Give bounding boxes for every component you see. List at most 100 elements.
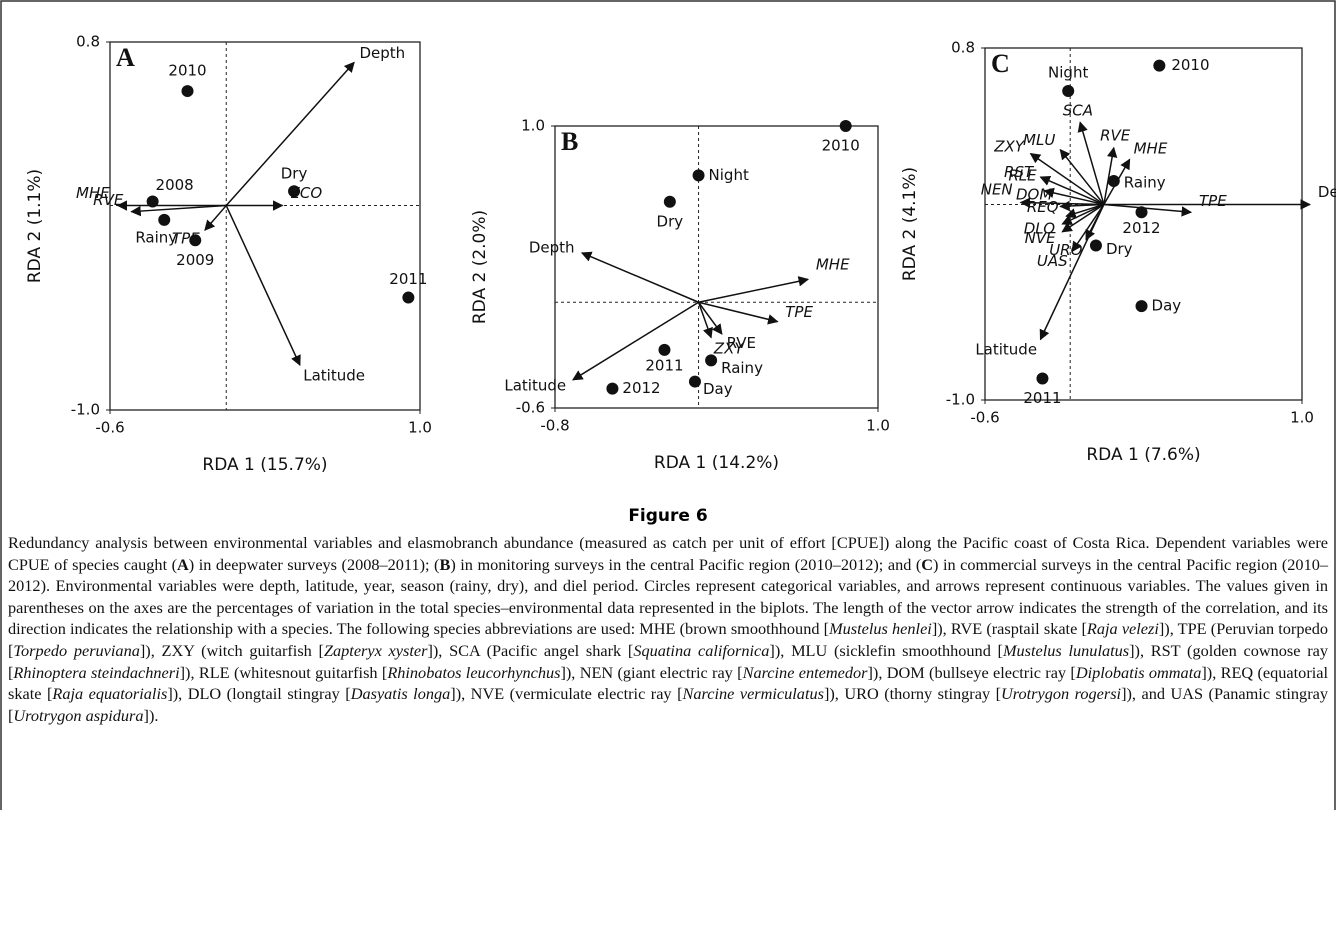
caption-run: Zapteryx xyster [323,640,428,660]
vector-arrow [1043,187,1105,206]
caption-run: ]), RST (golden cownose ray [ [8,640,1329,682]
point-label: 2009 [176,251,214,269]
vector-label: MLU [1023,131,1055,149]
category-point [839,120,852,132]
point-label: 2008 [156,176,194,194]
vector-label: ZXY [993,137,1026,155]
caption-run: Narcine entemedor [742,662,868,682]
category-point [606,382,619,395]
caption-run: C [921,554,934,574]
vector-label: NVE [1025,229,1056,247]
vector-arrow [204,205,227,231]
category-point [189,234,202,247]
y-tick-label: 0.8 [76,33,100,51]
caption-run: ) in commercial surveys in the central P… [8,554,1328,639]
caption-run: Rhinobatos leucorhynchus [387,662,561,682]
y-axis-label: RDA 2 (1.1%) [25,169,45,283]
vector-arrow [1103,146,1118,205]
vector-label: TPE [785,303,813,321]
caption-run: Rhinoptera steindachneri [13,662,180,682]
category-point [1135,206,1148,219]
caption-run: Torpedo peruviana [13,640,140,660]
vector-arrow [1061,203,1105,225]
caption-run: B [439,554,451,574]
caption-run: ]), SCA (Pacific angel shark [ [427,640,634,660]
vector-arrow [572,301,699,381]
category-point [663,195,676,208]
x-tick-label: -0.8 [540,417,569,435]
category-point [1153,59,1166,72]
point-label: 2011 [1023,389,1061,407]
caption-run: Urotrygon rogersi [1001,684,1122,704]
vector-label: SCA [1063,101,1093,119]
vector-arrow [697,301,723,335]
point-label: Rainy [1124,173,1166,191]
caption-run: ]), NEN (giant electric ray [ [560,662,743,682]
plot-frame [109,41,421,411]
x-tick-label: 1.0 [866,417,890,435]
point-label: 2010 [1171,56,1209,74]
vector-label: Depth [529,239,575,257]
category-point [688,375,701,388]
x-axis-label: RDA 1 (15.7%) [202,455,327,475]
caption-run: ]), RLE (whitesnout guitarfish [ [179,662,388,682]
caption-run: ) in deepwater surveys (2008–2011); ( [188,554,440,574]
vector-label: DOM [1016,185,1052,203]
vector-arrow [1059,148,1105,205]
vector-arrow [1019,197,1104,208]
vector-label: RST [1004,163,1035,181]
point-label: Rainy [721,359,763,377]
point-label: Dry [281,165,308,183]
vector-arrow [1061,203,1105,233]
vector-label: Depth [359,44,405,62]
vector-label: RVE [727,334,756,352]
caption-run: ]), DOM (bullseye electric ray [ [867,662,1076,682]
vector-label: MHE [816,255,850,273]
vector-arrow [1103,203,1193,217]
vector-arrow [1029,152,1105,206]
point-label: 2011 [645,356,683,374]
caption-run: ]), and UAS (Panamic stingray [ [8,684,1328,725]
caption-run: ]), ZXY (witch guitarfish [ [139,640,324,660]
panel-label: C [991,49,1010,78]
vector-label: UAS [1037,252,1068,270]
caption-run: ]), URO (thorny stingray [ [823,684,1002,704]
caption-run: Squatina californica [633,640,770,660]
point-label: Night [1048,64,1088,82]
vector-label: Latitude [303,366,365,384]
caption-run: ]), NVE (vermiculate electric ray [ [450,684,683,704]
y-tick-label: 0.8 [951,39,975,57]
category-point [1089,239,1102,252]
category-point [288,185,301,198]
point-label: 2012 [622,379,660,397]
point-label: 2011 [389,270,427,288]
category-point [1062,85,1075,98]
vector-label: DLO [1024,220,1055,238]
category-point [705,354,718,367]
category-point [146,195,159,208]
vector-arrow [1085,204,1105,241]
category-point [1135,300,1148,313]
caption-run: Raja equatorialis [52,684,168,704]
caption-run: ]), DLO (longtail stingray [ [167,684,351,704]
vector-label: RLE [1008,167,1037,185]
point-label: Day [703,380,733,398]
y-tick-label: -1.0 [946,391,975,409]
vector-label: NEN [981,181,1013,199]
point-label: Night [709,166,749,184]
category-point [402,291,415,304]
caption-run: ]). [143,705,159,725]
point-label: 2010 [168,62,206,80]
vector-label: TPE [1199,192,1227,210]
figure-label: Figure 6 [628,506,708,526]
caption-run: Mustelus henlei [829,619,932,639]
category-point [658,343,671,356]
vector-arrow [698,276,810,303]
vector-label: ZXY [713,339,746,357]
vector-arrow [698,301,779,325]
point-label: Rainy [135,228,177,246]
caption: Redundancy analysis between environmenta… [8,532,1328,726]
point-label: Day [1152,297,1182,315]
vector-arrow [697,301,713,339]
caption-run: A [177,554,189,574]
